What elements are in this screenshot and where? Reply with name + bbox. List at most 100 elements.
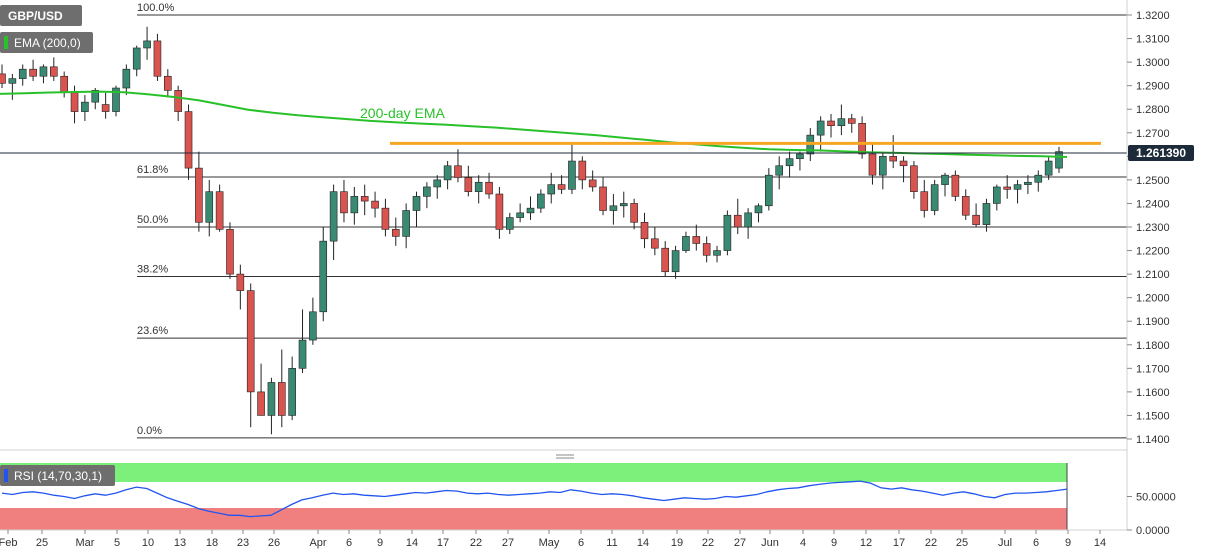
candle (257, 363, 265, 416)
x-tick-label: 26 (268, 537, 280, 549)
x-tick-label: 9 (831, 537, 837, 549)
rsi-label: RSI (14,70,30,1) (14, 469, 102, 483)
candle (329, 184, 338, 260)
candle (723, 210, 732, 256)
ema-annotation: 200-day EMA (360, 105, 445, 121)
candle (350, 186, 359, 225)
candle (785, 151, 794, 178)
x-tick-label: 27 (734, 537, 746, 549)
time-axis: Feb 25 Mar 5 10 13 18 23 26 Apr 6 9 14 17 22 27 May 6 11 14… (0, 530, 1106, 549)
candle (122, 64, 131, 96)
y-tick-label: 1.2900 (1136, 81, 1170, 93)
candle (526, 196, 535, 220)
x-tick-label: May (539, 537, 560, 549)
fib-label: 38.2% (137, 263, 168, 275)
rsi-label-box[interactable]: RSI (14,70,30,1) (0, 465, 115, 486)
x-tick-label: 10 (142, 537, 154, 549)
candle (277, 349, 286, 428)
x-tick-label: 6 (346, 537, 352, 549)
candle (236, 264, 245, 310)
x-tick-label: Jun (761, 537, 779, 549)
pane-resize-handle[interactable] (556, 454, 574, 459)
candle (454, 149, 462, 183)
x-tick-label: 4 (800, 537, 806, 549)
candle (516, 203, 524, 223)
y-tick-label: 1.1600 (1136, 387, 1170, 399)
x-tick-label: 22 (470, 537, 482, 549)
candle (961, 189, 970, 220)
candle (195, 151, 203, 232)
x-tick-label: 13 (174, 537, 186, 549)
candle (951, 170, 960, 202)
candle (796, 151, 804, 171)
y-tick-label: 1.3000 (1136, 57, 1170, 69)
x-tick-label: 14 (406, 537, 418, 549)
x-tick-label: 18 (206, 537, 218, 549)
candle (941, 172, 949, 197)
candle (899, 156, 908, 183)
y-tick-label: 1.1800 (1136, 340, 1170, 352)
candle (433, 175, 442, 199)
candle (827, 113, 835, 138)
y-tick-label: 1.2300 (1136, 222, 1170, 234)
candle (60, 71, 68, 98)
candle (578, 156, 587, 190)
x-tick-label: Apr (309, 537, 326, 549)
x-tick-label: 19 (671, 537, 683, 549)
y-tick-label: 1.2200 (1136, 246, 1170, 258)
candle (8, 73, 17, 100)
y-tick-label: 1.3200 (1136, 10, 1170, 22)
candle (485, 172, 493, 199)
candle (381, 198, 390, 237)
candle (205, 179, 214, 237)
y-tick-label: 1.1400 (1136, 434, 1170, 446)
x-tick-label: Mar (76, 537, 95, 549)
rsi-pane: 50.0000 0.0000 (0, 463, 1176, 537)
y-tick-label: 1.2100 (1136, 269, 1170, 281)
candle (1003, 175, 1011, 199)
candle (713, 245, 721, 263)
candle (537, 189, 545, 213)
fib-label: 0.0% (137, 425, 162, 437)
candle (50, 57, 58, 81)
indicator-label-box[interactable]: EMA (200,0) (0, 32, 93, 53)
candle (661, 241, 670, 277)
candle (702, 236, 711, 263)
candle (1034, 170, 1043, 192)
x-tick-label: 22 (702, 537, 714, 549)
candle (837, 104, 846, 136)
candle (920, 179, 929, 218)
candle (246, 283, 255, 428)
candle (651, 227, 659, 256)
candle (754, 203, 763, 223)
price-axis: 1.32001.31001.30001.29001.28001.27001.26… (1126, 0, 1170, 530)
candle (495, 186, 504, 239)
candle (547, 172, 556, 204)
candle (868, 142, 877, 185)
rsi-oversold-zone (0, 508, 1067, 530)
candle (640, 212, 649, 249)
y-tick-label: 1.1900 (1136, 316, 1170, 328)
candle (889, 135, 897, 169)
candle (464, 165, 473, 197)
x-tick-label: Feb (0, 537, 17, 549)
symbol-label-box[interactable]: GBP/USD (0, 5, 82, 26)
candle (39, 64, 48, 84)
x-tick-label: 12 (860, 537, 872, 549)
candle (340, 179, 348, 223)
candle (474, 175, 483, 204)
candle (412, 191, 421, 227)
candle (609, 194, 618, 225)
rsi-tick-label: 0.0000 (1136, 525, 1170, 537)
candle (1055, 146, 1063, 173)
candle (132, 45, 141, 77)
rsi-overbought-zone (0, 463, 1067, 482)
x-tick-label: 27 (502, 537, 514, 549)
candle (402, 203, 410, 249)
y-tick-label: 1.2400 (1136, 198, 1170, 210)
indicator-label: EMA (200,0) (14, 36, 81, 50)
current-price-box: 1.261390 (1128, 145, 1194, 162)
candle (993, 184, 1001, 211)
candle (174, 85, 182, 121)
